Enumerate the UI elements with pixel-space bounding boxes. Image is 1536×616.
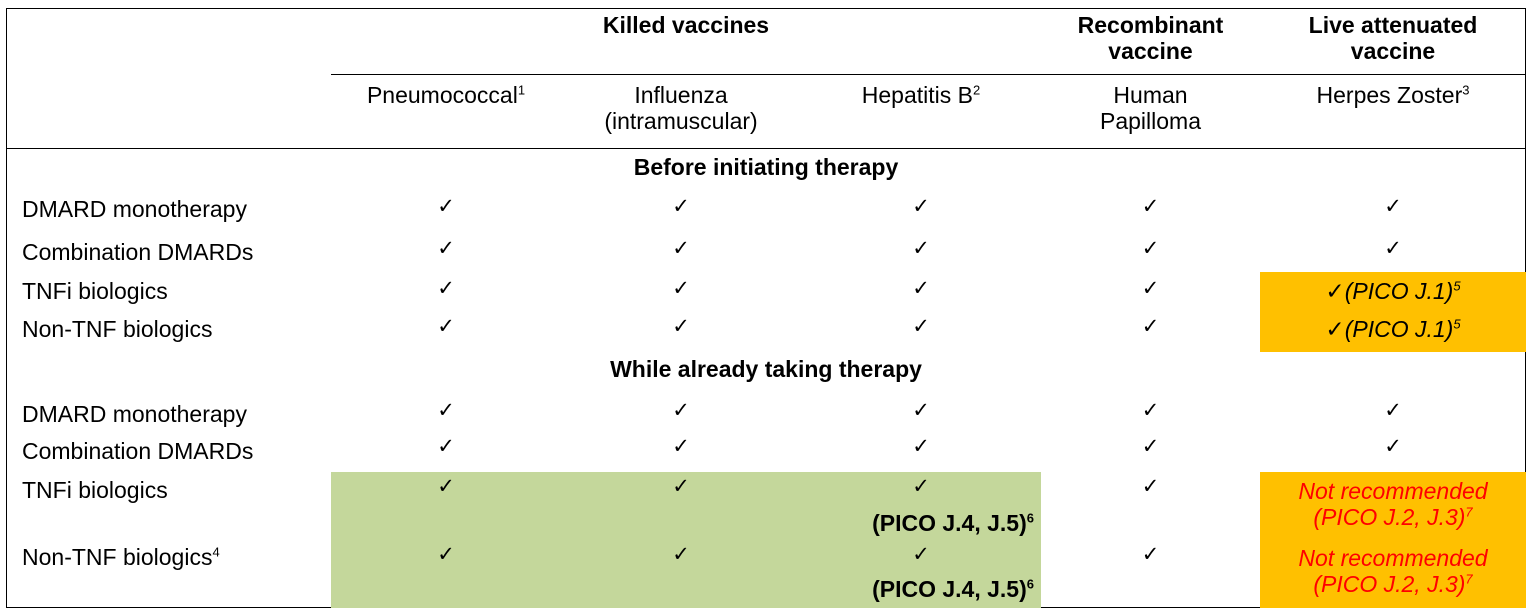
zoster-pico-note: ✓(PICO J.1)5 [1260, 278, 1526, 305]
col-header-hepatitis-b: Hepatitis B2 [801, 82, 1041, 108]
check-mark: ✓ [912, 474, 930, 498]
row-label: Combination DMARDs [22, 239, 254, 265]
footnote-1: 1 [517, 82, 526, 98]
check-mark: ✓ [437, 276, 455, 300]
zoster-not-recommended: Not recommended (PICO J.2, J.3)7 [1260, 478, 1526, 530]
col-header-herpes-zoster: Herpes Zoster3 [1260, 82, 1526, 108]
pico-ref: (PICO J.4, J.5) [872, 576, 1027, 602]
check-mark: ✓ [1384, 194, 1402, 218]
check-mark: ✓ [912, 542, 930, 566]
check-mark: ✓ [672, 398, 690, 422]
check-mark: ✓ [672, 276, 690, 300]
biologics-highlight-while [331, 472, 1041, 608]
footnote-5: 5 [1453, 278, 1461, 294]
header-recombinant-line1: Recombinant [1077, 12, 1224, 38]
check-mark: ✓ [437, 194, 455, 218]
row-label: Non-TNF biologics [22, 544, 213, 570]
zoster-highlight-while [1260, 472, 1526, 608]
col-header-influenza: Influenza (intramuscular) [561, 82, 801, 134]
check-mark: ✓ [912, 194, 930, 218]
pico-ref: (PICO J.1) [1344, 278, 1454, 304]
col-header-hpv: Human Papilloma [1041, 82, 1260, 134]
check-mark: ✓ [672, 314, 690, 338]
check-mark: ✓ [437, 542, 455, 566]
check-mark: ✓ [672, 434, 690, 458]
col-header-influenza-label: Influenza [634, 82, 728, 108]
row-label: TNFi biologics [22, 477, 168, 503]
col-header-herpes-zoster-label: Herpes Zoster [1316, 82, 1463, 108]
header-recombinant-line2: vaccine [1108, 38, 1193, 64]
footnote-3: 3 [1462, 82, 1470, 98]
check-mark: ✓ [1141, 474, 1160, 498]
col-header-pneumococcal: Pneumococcal1 [331, 82, 561, 108]
check-mark: ✓ [912, 398, 930, 422]
header-bottom-line [6, 148, 1526, 149]
row-label: DMARD monotherapy [22, 196, 247, 222]
pico-ref: (PICO J.4, J.5) [872, 510, 1027, 536]
check-mark: ✓ [1141, 194, 1160, 218]
check-mark: ✓ [437, 314, 455, 338]
check-mark: ✓ [437, 474, 455, 498]
col-header-influenza-label2: (intramuscular) [604, 108, 758, 134]
not-recommended-text: Not recommended [1298, 478, 1488, 504]
check-mark: ✓ [1141, 398, 1160, 422]
check-mark: ✓ [912, 276, 930, 300]
section-title-while: While already taking therapy [610, 356, 922, 382]
header-recombinant: Recombinant vaccine [1041, 12, 1260, 64]
check-mark: ✓ [912, 434, 930, 458]
footnote-7: 7 [1465, 571, 1473, 587]
not-recommended-text: Not recommended [1298, 545, 1488, 571]
zoster-highlight-before [1260, 272, 1526, 352]
footnote-6: 6 [1026, 510, 1034, 526]
col-header-hpv-label2: Papilloma [1100, 108, 1201, 134]
col-header-hpv-label: Human [1113, 82, 1188, 108]
check-mark: ✓ [1325, 279, 1345, 305]
check-mark: ✓ [1141, 434, 1160, 458]
check-mark: ✓ [1141, 542, 1160, 566]
header-live-attenuated: Live attenuated vaccine [1260, 12, 1526, 64]
footnote-6: 6 [1026, 576, 1034, 592]
check-mark: ✓ [672, 236, 690, 260]
header-live-line2: vaccine [1350, 38, 1436, 64]
check-mark: ✓ [1141, 276, 1160, 300]
zoster-not-recommended: Not recommended (PICO J.2, J.3)7 [1260, 545, 1526, 597]
col-header-pneumococcal-label: Pneumococcal [366, 82, 518, 108]
check-mark: ✓ [437, 434, 455, 458]
check-mark: ✓ [672, 194, 690, 218]
check-mark: ✓ [1141, 236, 1160, 260]
row-label: TNFi biologics [22, 278, 168, 304]
footnote-5: 5 [1453, 316, 1461, 332]
zoster-pico-note: ✓(PICO J.1)5 [1260, 316, 1526, 343]
check-mark: ✓ [1384, 398, 1402, 422]
row-label: DMARD monotherapy [22, 401, 247, 427]
header-live-line1: Live attenuated [1308, 12, 1478, 38]
row-label-non-tnf: Non-TNF biologics4 [22, 544, 220, 570]
footnote-2: 2 [972, 82, 981, 98]
footnote-4: 4 [212, 544, 220, 560]
hepb-pico-note: (PICO J.4, J.5)6 [801, 576, 1034, 602]
col-header-hepatitis-b-label: Hepatitis B [861, 82, 973, 108]
check-mark: ✓ [437, 398, 455, 422]
check-mark: ✓ [912, 314, 930, 338]
check-mark: ✓ [437, 236, 455, 260]
check-mark: ✓ [1141, 314, 1160, 338]
pico-ref: (PICO J.2, J.3) [1313, 571, 1466, 597]
header-divider [331, 74, 1526, 75]
check-mark: ✓ [1384, 236, 1402, 260]
row-label: Combination DMARDs [22, 438, 254, 464]
check-mark: ✓ [1384, 434, 1402, 458]
check-mark: ✓ [672, 542, 690, 566]
check-mark: ✓ [672, 474, 690, 498]
section-title-before: Before initiating therapy [633, 154, 899, 180]
row-label: Non-TNF biologics [22, 316, 213, 342]
footnote-7: 7 [1465, 504, 1473, 520]
pico-ref: (PICO J.1) [1344, 316, 1454, 342]
pico-ref: (PICO J.2, J.3) [1313, 504, 1466, 530]
hepb-pico-note: (PICO J.4, J.5)6 [801, 510, 1034, 536]
header-killed-vaccines: Killed vaccines [602, 12, 770, 38]
pico-ref-line: (PICO J.2, J.3)7 [1260, 571, 1526, 597]
check-mark: ✓ [912, 236, 930, 260]
pico-ref-line: (PICO J.2, J.3)7 [1260, 504, 1526, 530]
check-mark: ✓ [1325, 317, 1345, 343]
